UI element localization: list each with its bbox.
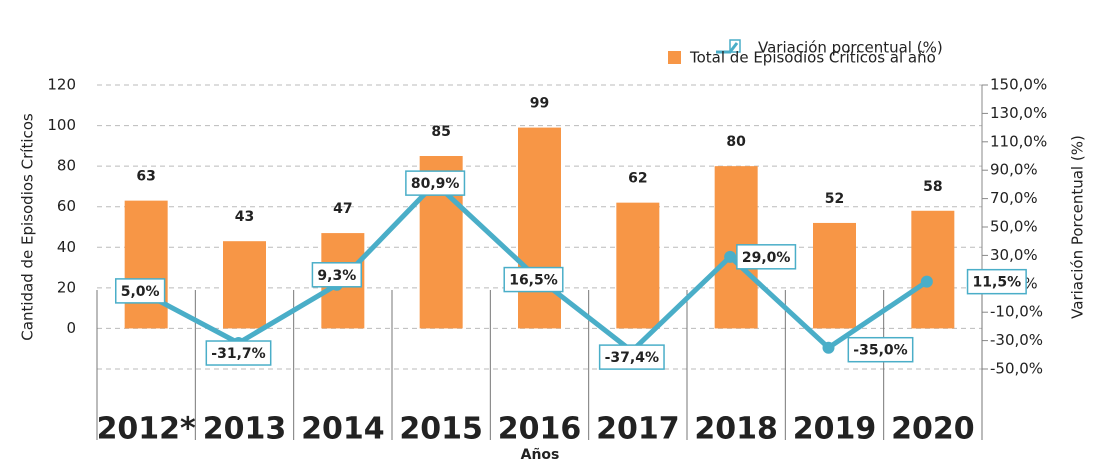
x-tick-label: 2018 xyxy=(694,412,778,447)
line-value-label-box: 80,9% xyxy=(405,170,466,196)
bar xyxy=(518,127,561,329)
label-box xyxy=(503,266,564,293)
x-tick-label: 2016 xyxy=(498,412,582,447)
legend-label: Total de Episodios Críticos al año xyxy=(689,49,936,67)
line-value-label: -37,4% xyxy=(605,350,659,366)
bar-value-label: 99 xyxy=(530,96,549,112)
y-tick-label: 20 xyxy=(57,278,76,296)
y2-tick-label: 50,0% xyxy=(990,218,1038,236)
y-tick-label: 40 xyxy=(57,238,76,256)
x-axis-title: Años xyxy=(521,447,560,463)
y2-tick-label: 90,0% xyxy=(990,161,1038,179)
line-value-label: -31,7% xyxy=(211,346,265,362)
line-value-label: 80,9% xyxy=(411,176,460,192)
label-box xyxy=(847,336,914,363)
x-tick-label: 2015 xyxy=(399,412,483,447)
bar xyxy=(616,202,660,329)
bar-value-label: 52 xyxy=(825,191,844,207)
line-value-label-box: -37,4% xyxy=(598,344,665,370)
line-value-label-box: 16,5% xyxy=(503,266,564,293)
line-value-label: 29,0% xyxy=(742,250,791,266)
bar-value-label: 80 xyxy=(726,134,746,150)
x-tick-label: 2013 xyxy=(203,412,287,447)
bar-value-label: 63 xyxy=(136,169,155,185)
x-tick-label: 2020 xyxy=(891,412,975,447)
label-box xyxy=(966,268,1027,295)
line-value-label: -35,0% xyxy=(853,343,907,359)
label-box xyxy=(311,262,362,288)
legend-line-icon-box xyxy=(729,39,741,53)
x-tick-label: 2012* xyxy=(97,412,196,447)
y-tick-label: 60 xyxy=(57,197,76,215)
bar-value-label: 47 xyxy=(333,201,352,217)
bar-value-label: 58 xyxy=(923,179,942,195)
line-value-label-box: 11,5% xyxy=(966,268,1027,295)
y2-tick-label: 130,0% xyxy=(990,104,1047,122)
y-tick-label: 0 xyxy=(66,319,76,337)
x-tick-label: 2019 xyxy=(793,412,877,447)
y-axis-title: Cantidad de Episodios Críticos xyxy=(19,113,37,341)
legend-label: Variación porcentual (%) xyxy=(758,39,943,57)
x-tick-label: 2017 xyxy=(596,412,680,447)
legend-swatch xyxy=(668,51,681,64)
label-box xyxy=(598,344,665,370)
bar-value-label: 62 xyxy=(628,171,647,187)
line-value-label: 9,3% xyxy=(317,268,356,284)
y-tick-label: 100 xyxy=(47,116,76,134)
y-tick-label: 80 xyxy=(57,157,76,175)
bar-value-label: 85 xyxy=(431,124,450,140)
bar xyxy=(124,200,168,329)
label-box xyxy=(205,340,272,366)
line-value-label: 16,5% xyxy=(509,273,558,289)
line-value-label: 5,0% xyxy=(121,284,160,300)
line-point xyxy=(724,250,737,263)
line-point xyxy=(822,341,835,354)
bar xyxy=(911,210,955,329)
label-box xyxy=(736,244,797,270)
bar xyxy=(813,222,856,329)
y2-tick-label: 150,0% xyxy=(990,76,1047,94)
label-box xyxy=(405,170,466,196)
y2-tick-label: -10,0% xyxy=(990,303,1043,321)
x-tick-label: 2014 xyxy=(301,412,385,447)
bar xyxy=(223,241,266,329)
bar-value-label: 43 xyxy=(235,209,254,225)
y2-tick-label: -50,0% xyxy=(990,360,1043,378)
line-value-label-box: 29,0% xyxy=(736,244,797,270)
y2-axis-title: Variación Porcentual (%) xyxy=(1069,135,1087,319)
line-value-label-box: 9,3% xyxy=(311,262,362,288)
line-value-label-box: -31,7% xyxy=(205,340,272,366)
line-value-label-box: 5,0% xyxy=(115,278,166,304)
y2-tick-label: -30,0% xyxy=(990,331,1043,349)
line-value-label-box: -35,0% xyxy=(847,336,914,363)
y2-tick-label: 30,0% xyxy=(990,246,1038,264)
y2-tick-label: 70,0% xyxy=(990,189,1038,207)
line-value-label: 11,5% xyxy=(973,275,1022,291)
y-tick-label: 120 xyxy=(47,76,76,94)
label-box xyxy=(115,278,166,304)
line-point xyxy=(920,275,933,288)
y2-tick-label: 110,0% xyxy=(990,132,1047,150)
